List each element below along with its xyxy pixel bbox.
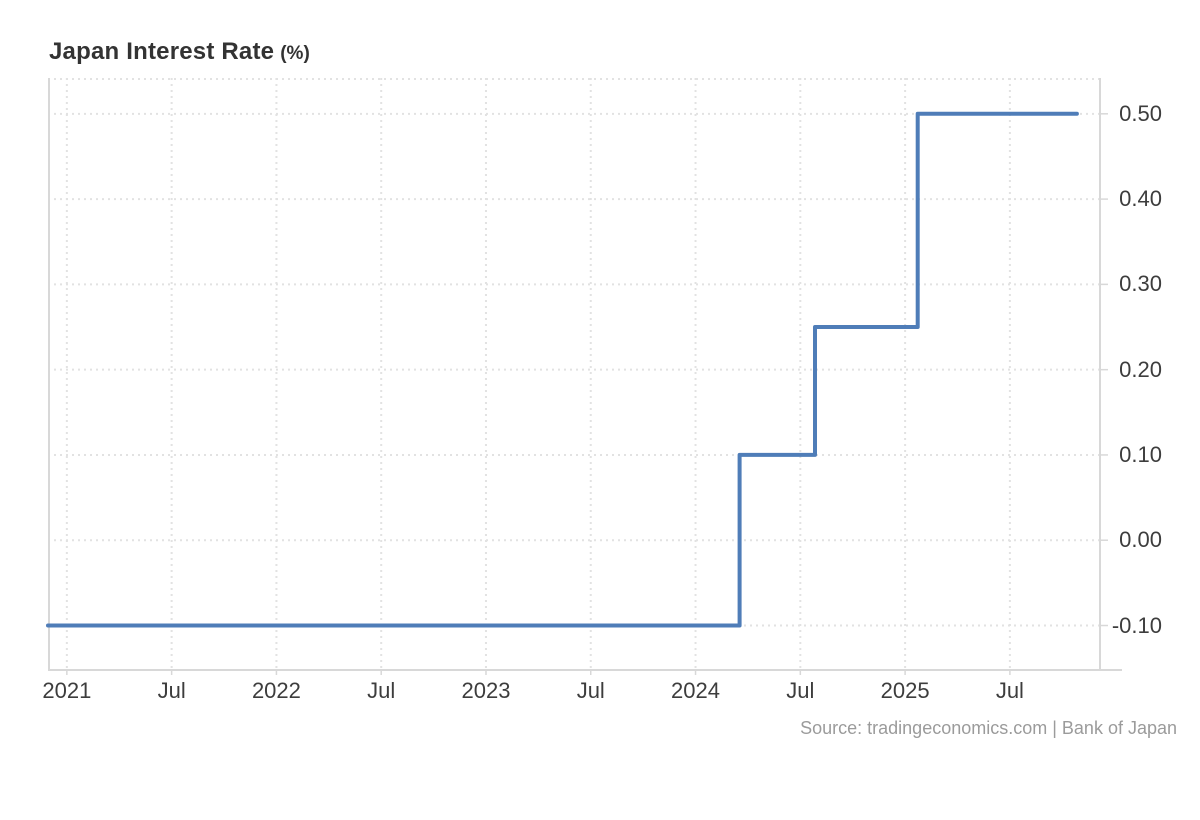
rate-step-line	[46, 111, 1079, 628]
y-tick-label-3: 0.20	[1119, 356, 1162, 382]
x-tick-label-5: Jul	[576, 678, 605, 703]
y-tick-label-0: 0.50	[1119, 100, 1162, 126]
x-tick-label-0: 2021	[42, 678, 92, 703]
chart-title-unit: (%)	[280, 43, 310, 64]
x-tick-label-1: Jul	[157, 678, 186, 703]
x-tick-label-4: 2023	[461, 678, 511, 703]
y-tick-label-6: -0.10	[1111, 612, 1162, 638]
x-tick-label-8: 2025	[880, 678, 930, 703]
y-tick-label-1: 0.40	[1119, 186, 1162, 212]
y-tick-label-5: 0.00	[1119, 527, 1162, 553]
x-tick-label-2: 2022	[251, 678, 301, 703]
source-attribution: Source: tradingeconomics.com | Bank of J…	[800, 718, 1177, 738]
x-tick-label-3: Jul	[367, 678, 396, 703]
x-tick-label-6: 2024	[671, 678, 721, 703]
plot-area[interactable]	[48, 78, 1100, 669]
y-tick-label-4: 0.10	[1119, 441, 1162, 467]
x-tick-label-9: Jul	[995, 678, 1024, 703]
x-tick-label-7: Jul	[786, 678, 815, 703]
y-tick-label-2: 0.30	[1119, 271, 1162, 297]
chart-title-text: Japan Interest Rate	[49, 38, 275, 65]
chart-title: Japan Interest Rate (%)	[49, 38, 310, 66]
